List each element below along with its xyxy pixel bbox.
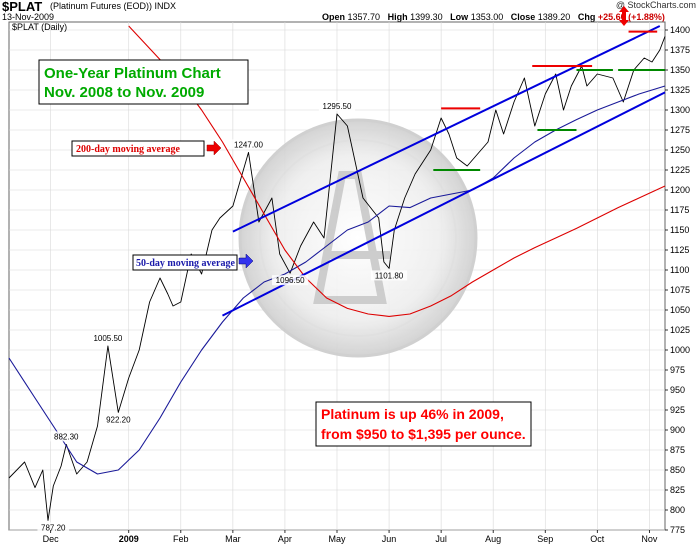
y-tick-label: 1150 xyxy=(670,225,689,235)
y-tick-label: 775 xyxy=(670,525,685,535)
y-tick-label: 875 xyxy=(670,445,685,455)
ma200-callout-text: 200-day moving average xyxy=(76,144,180,155)
ma50-callout-text: 50-day moving average xyxy=(136,258,235,269)
symbol-description: (Platinum Futures (EOD)) INDX xyxy=(50,1,176,11)
peak-label-bg xyxy=(370,270,408,281)
peak-label-bg xyxy=(37,522,70,533)
legend-label: $PLAT (Daily) xyxy=(12,22,67,32)
y-tick-label: 1300 xyxy=(670,105,690,115)
channel-line xyxy=(232,25,661,233)
series-layer xyxy=(8,25,666,521)
open-label: Open xyxy=(322,12,346,22)
note-line-1: Platinum is up 46% in 2009, xyxy=(321,406,504,422)
y-tick-label: 850 xyxy=(670,465,685,475)
x-tick-label: 2009 xyxy=(119,534,139,544)
y-axis: 775 800 825 850 875 900 925 950 975 1000 1025 1050 1… xyxy=(665,25,690,535)
x-tick-label: Jun xyxy=(382,534,397,544)
close-label: Close xyxy=(510,12,536,22)
series-ma50 xyxy=(8,85,666,475)
x-tick-label: Nov xyxy=(641,534,658,544)
y-tick-label: 1275 xyxy=(670,125,690,135)
y-tick-label: 800 xyxy=(670,505,685,515)
y-tick-label: 1000 xyxy=(670,345,690,355)
open-value: 1357.70 xyxy=(347,12,381,22)
peak-label: 1096.50 xyxy=(276,276,305,285)
note-line-2: from $950 to $1,395 per ounce. xyxy=(321,426,526,442)
low-label: Low xyxy=(450,12,469,22)
x-tick-label: Jul xyxy=(435,534,447,544)
x-tick-label: May xyxy=(328,534,346,544)
y-tick-label: 1050 xyxy=(670,305,690,315)
chart-date: 13-Nov-2009 xyxy=(2,12,55,22)
title-line-2: Nov. 2008 to Nov. 2009 xyxy=(44,84,204,101)
low-value: 1353.00 xyxy=(470,12,504,22)
peak-label: 1247.00 xyxy=(234,140,263,149)
peak-labels-layer: 882.30 787.20 1005.50 922.20 1247.00 1096.50 1… xyxy=(37,101,408,533)
high-value: 1399.30 xyxy=(410,12,443,22)
y-tick-label: 1375 xyxy=(670,45,690,55)
peak-label: 1101.80 xyxy=(375,271,404,280)
y-tick-label: 1225 xyxy=(670,165,690,175)
description-text: (Platinum Futures (EOD)) xyxy=(50,1,153,11)
arrow-up-icon xyxy=(619,6,629,18)
note-box: Platinum is up 46% in 2009, from $950 to… xyxy=(315,401,532,447)
x-tick-label: Sep xyxy=(537,534,553,544)
peak-label-bg xyxy=(318,101,356,111)
x-tick-label: Mar xyxy=(225,534,241,544)
series-ma200 xyxy=(128,25,666,317)
series-price xyxy=(8,36,666,521)
peak-label-bg xyxy=(50,431,83,442)
y-tick-label: 1175 xyxy=(670,205,689,215)
high-label: High xyxy=(387,12,408,22)
ohlc-readout: Open 1357.70 High 1399.30 Low 1353.00 Cl… xyxy=(322,12,665,22)
ma50-callout: 50-day moving average xyxy=(132,253,254,271)
last-price-marker xyxy=(619,6,629,26)
x-tick-label: Apr xyxy=(278,534,292,544)
x-axis: Dec 2009 Feb Mar Apr May Jun Jul Aug Sep Oct Nov xyxy=(43,530,658,544)
arrow-right-icon xyxy=(238,253,254,269)
y-tick-label: 900 xyxy=(670,425,685,435)
peak-label: 1005.50 xyxy=(93,334,122,343)
x-tick-label: Oct xyxy=(590,534,605,544)
coin-watermark xyxy=(238,118,478,358)
symbol-label: $PLAT xyxy=(2,0,43,14)
y-tick-label: 1100 xyxy=(670,265,689,275)
y-tick-label: 925 xyxy=(670,405,685,415)
y-tick-label: 1325 xyxy=(670,85,690,95)
peak-label-bg xyxy=(272,275,309,286)
peak-label: 882.30 xyxy=(54,432,79,441)
peak-label: 1295.50 xyxy=(323,102,352,111)
title-line-1: One-Year Platinum Chart xyxy=(44,65,221,82)
peak-label-bg xyxy=(102,414,135,425)
peak-label: 787.20 xyxy=(41,523,66,532)
x-tick-label: Dec xyxy=(43,534,60,544)
y-tick-label: 1075 xyxy=(670,285,690,295)
exchange-text: INDX xyxy=(154,1,177,11)
chg-value: +25.60 (+1.88%) xyxy=(597,12,665,22)
peak-label-bg xyxy=(89,333,127,343)
y-tick-label: 1250 xyxy=(670,145,690,155)
close-value: 1389.20 xyxy=(537,12,571,22)
ma200-callout: 200-day moving average xyxy=(71,140,222,157)
brand-label: @ StockCharts.com xyxy=(615,0,696,10)
chart-header: $PLAT (Platinum Futures (EOD)) INDX 13-N… xyxy=(0,0,700,22)
y-tick-label: 1125 xyxy=(670,245,689,255)
y-tick-label: 975 xyxy=(670,365,685,375)
y-tick-label: 825 xyxy=(670,485,685,495)
arrow-right-icon xyxy=(206,140,222,156)
arrow-down-icon xyxy=(619,16,629,26)
peak-label: 922.20 xyxy=(106,415,131,424)
y-tick-label: 1400 xyxy=(670,25,690,35)
peak-label-bg xyxy=(230,139,267,150)
y-tick-label: 1350 xyxy=(670,65,690,75)
y-tick-label: 1200 xyxy=(670,185,690,195)
y-tick-label: 950 xyxy=(670,385,685,395)
chg-label: Chg xyxy=(577,12,596,22)
y-tick-label: 1025 xyxy=(670,325,690,335)
x-tick-label: Feb xyxy=(173,534,189,544)
x-tick-label: Aug xyxy=(485,534,501,544)
title-box: One-Year Platinum Chart Nov. 2008 to Nov… xyxy=(38,59,249,105)
